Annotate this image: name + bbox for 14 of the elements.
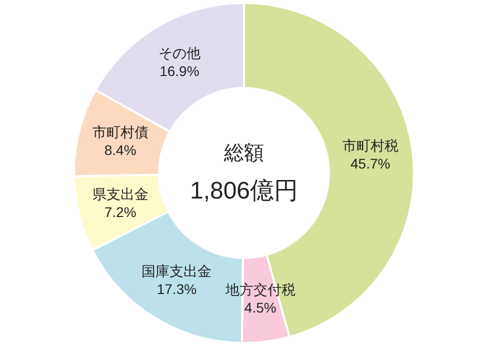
data-label: 4.5% (244, 299, 276, 316)
text: 総額 (223, 142, 264, 165)
slice-label: その他 (158, 44, 200, 61)
slice-label: 国庫支出金 (142, 263, 212, 280)
data-label: 17.3% (156, 281, 197, 298)
text: 1,806億円 (190, 178, 298, 205)
data-label: 8.4% (104, 142, 136, 158)
data-label: 45.7% (350, 156, 390, 172)
data-label: 16.9% (160, 62, 200, 79)
data-label: 7.2% (104, 204, 136, 220)
slice-label: 市町村税 (342, 138, 398, 154)
slice-label: 県支出金 (92, 186, 148, 202)
slice-label: 地方交付税 (224, 281, 296, 298)
slice-label: 市町村債 (92, 124, 148, 140)
